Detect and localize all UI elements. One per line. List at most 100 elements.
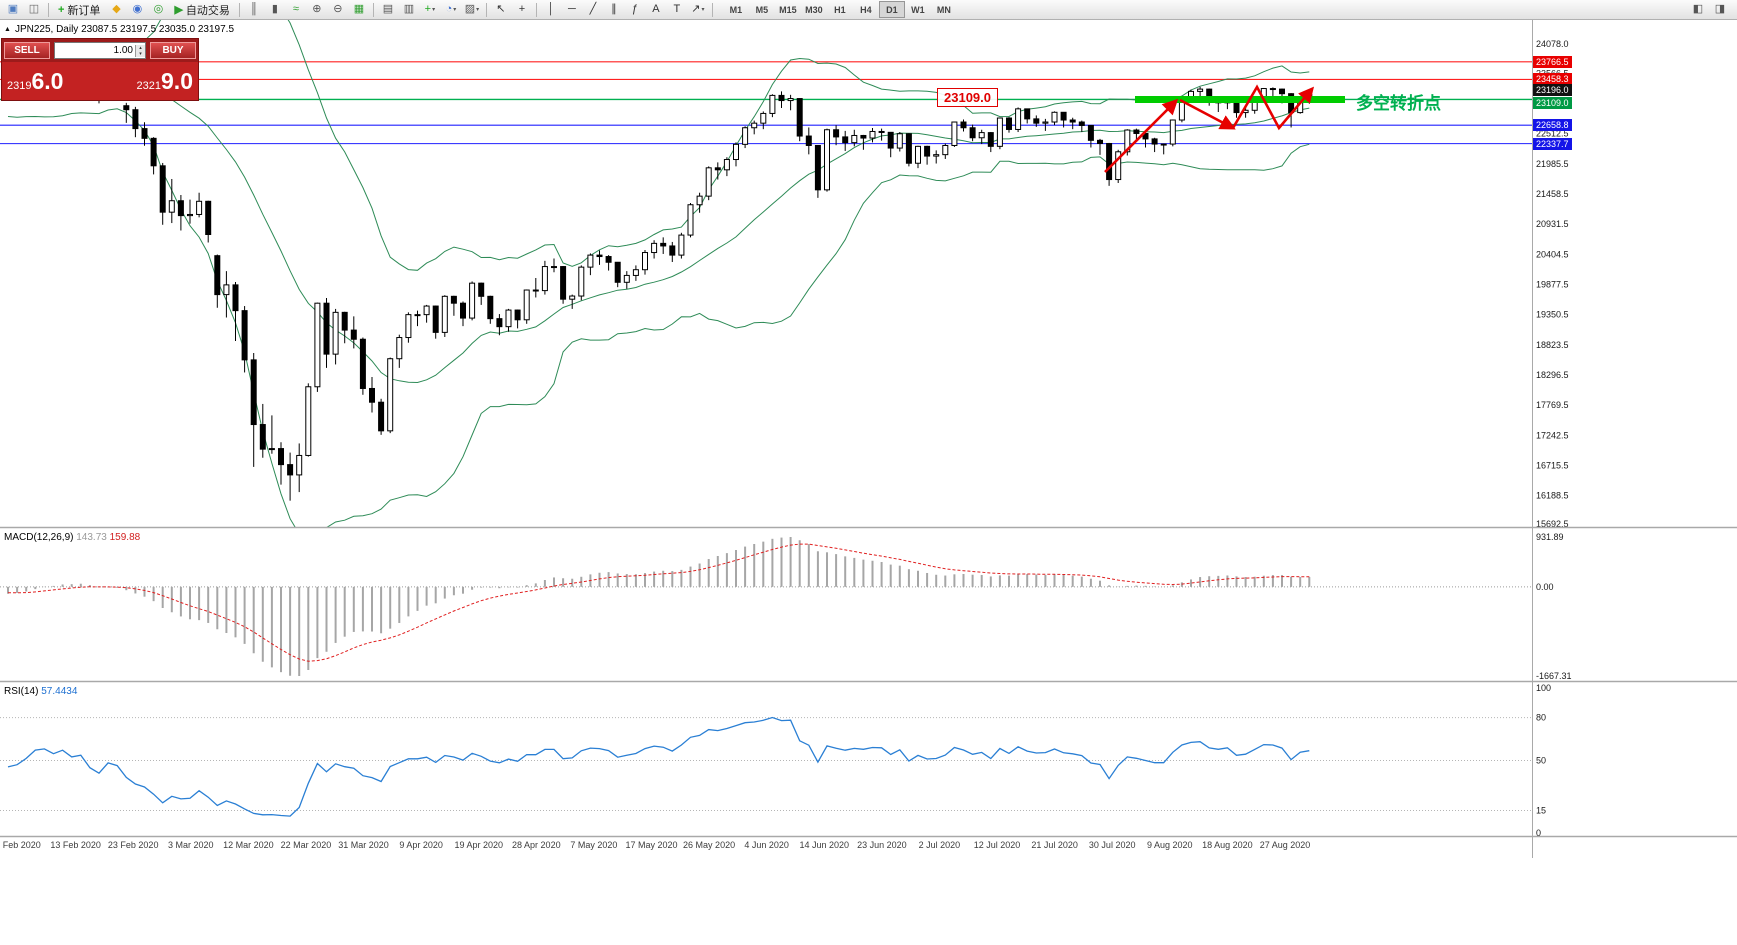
templates-icon[interactable]: ▨ ▾ — [464, 3, 480, 15]
buy-button[interactable]: BUY — [150, 42, 196, 59]
svg-text:-1667.31: -1667.31 — [1536, 671, 1572, 681]
timeframe-h1[interactable]: H1 — [834, 4, 846, 15]
trend-arrows[interactable] — [1104, 84, 1315, 173]
tile-windows-icon[interactable]: ▦ — [353, 3, 365, 15]
svg-text:18823.5: 18823.5 — [1536, 340, 1569, 350]
svg-text:50: 50 — [1536, 756, 1546, 766]
profiles-icon[interactable]: ◫ — [28, 3, 40, 15]
channel-icon[interactable]: ∥ — [611, 3, 617, 15]
vertical-line-icon[interactable]: │ — [547, 3, 555, 15]
help-icon[interactable]: ◎ — [153, 3, 164, 15]
date-axis-labels[interactable]: 5 Feb 2020 13 Feb 2020 23 Feb 2020 3 Mar 20… — [0, 840, 1310, 850]
svg-text:18296.5: 18296.5 — [1536, 370, 1569, 380]
zoom-in-icon[interactable]: ⊕ — [312, 3, 322, 15]
svg-text:31 Mar 2020: 31 Mar 2020 — [338, 840, 389, 850]
volume-up-icon[interactable]: ▴ — [136, 44, 145, 51]
svg-text:17242.5: 17242.5 — [1536, 430, 1569, 440]
auto-trading-button[interactable]: ▶ 自动交易 — [169, 2, 234, 18]
price-axis-labels[interactable]: 24078.023566.523039.522512.521985.521458… — [1536, 39, 1569, 529]
dropdown-caret-icon: ▾ — [453, 6, 457, 13]
new-order-button-label: 新订单 — [67, 4, 101, 17]
svg-text:9 Aug 2020: 9 Aug 2020 — [1147, 840, 1193, 850]
arrows-icon[interactable]: ↗ ▾ — [691, 3, 705, 15]
toolbar-separator — [485, 2, 487, 17]
annotation-price-label[interactable]: 23109.0 — [937, 88, 998, 108]
svg-text:16715.5: 16715.5 — [1536, 460, 1569, 470]
docking-icon[interactable]: ◧ — [1692, 3, 1704, 15]
timeframe-h4[interactable]: H4 — [860, 4, 872, 15]
svg-text:0: 0 — [1536, 828, 1541, 838]
label-icon[interactable]: T — [673, 3, 681, 15]
svg-text:21985.5: 21985.5 — [1536, 159, 1569, 169]
symbol-ohlc-text: JPN225, Daily 23087.5 23197.5 23035.0 23… — [14, 24, 234, 35]
timeframe-m1[interactable]: M1 — [729, 4, 743, 15]
trendline-icon[interactable]: ╱ — [589, 3, 597, 15]
horizontal-line-icon[interactable]: ─ — [568, 3, 576, 15]
auto-trading-button-icon: ▶ — [174, 4, 183, 16]
timeframe-m15[interactable]: M15 — [779, 4, 797, 15]
toolbar-separator — [711, 2, 713, 17]
pane-separators[interactable] — [0, 20, 1737, 858]
timeframe-m5[interactable]: M5 — [755, 4, 769, 15]
new-order-button[interactable]: + 新订单 — [53, 2, 105, 18]
svg-text:9 Apr 2020: 9 Apr 2020 — [399, 840, 443, 850]
svg-text:3 Mar 2020: 3 Mar 2020 — [168, 840, 214, 850]
timeframe-m30[interactable]: M30 — [805, 4, 823, 15]
svg-text:2 Jul 2020: 2 Jul 2020 — [919, 840, 961, 850]
svg-text:12 Mar 2020: 12 Mar 2020 — [223, 840, 274, 850]
crosshair-icon[interactable]: + — [518, 3, 526, 15]
fullscreen-icon[interactable]: ◨ — [1714, 3, 1726, 15]
svg-text:80: 80 — [1536, 713, 1546, 723]
chart-shift-icon[interactable]: ▥ — [403, 3, 415, 15]
volume-value[interactable]: 1.00 — [113, 45, 133, 56]
line-chart-icon[interactable]: ≈ — [292, 3, 299, 15]
svg-text:4 Jun 2020: 4 Jun 2020 — [744, 840, 789, 850]
volume-stepper[interactable]: 1.00 ▴ ▾ — [54, 42, 146, 59]
toolbar-separator — [372, 2, 374, 17]
candlestick-chart-icon[interactable]: ▮ — [271, 3, 278, 15]
dropdown-caret-icon: ▾ — [432, 6, 436, 13]
periods-icon[interactable]: ◔ ▾ — [445, 3, 457, 15]
svg-text:14 Jun 2020: 14 Jun 2020 — [799, 840, 849, 850]
dropdown-caret-icon: ▾ — [476, 6, 480, 13]
svg-text:18 Aug 2020: 18 Aug 2020 — [1202, 840, 1253, 850]
svg-text:23566.5: 23566.5 — [1536, 68, 1569, 78]
toolbar: ▣ ◫ + 新订单 ◆ ◉ ◎ ▶ 自动交易 ║ ▮ ≈ ⊕ ⊖ ▦ ▤ ▥ + ▾ ◔ ▾ ▨ ▾ ↖ + │ ─ ╱ ∥ ƒ A T ↗ ▾ M… — [0, 0, 1737, 20]
auto-arrange-icon[interactable]: ▤ — [382, 3, 394, 15]
svg-text:17 May 2020: 17 May 2020 — [625, 840, 677, 850]
svg-text:19 Apr 2020: 19 Apr 2020 — [454, 840, 503, 850]
price-badge: 22658.8 — [1533, 119, 1572, 132]
buy-price[interactable]: 2321 9.0 — [136, 67, 193, 94]
one-click-collapse-icon[interactable]: ▲ — [4, 26, 11, 33]
add-indicator-icon[interactable]: + ▾ — [424, 3, 436, 15]
one-click-trading-panel: SELL 1.00 ▴ ▾ BUY 2319 6.0 2321 9.0 — [1, 38, 199, 101]
rsi-indicator-label: RSI(14) 57.4434 — [4, 686, 78, 697]
community-icon[interactable]: ◉ — [132, 3, 143, 15]
cursor-icon[interactable]: ↖ — [496, 3, 506, 15]
price-badge: 23109.0 — [1533, 97, 1572, 110]
timeframe-w1[interactable]: W1 — [911, 4, 925, 15]
price-badge: 23458.3 — [1533, 73, 1572, 86]
new-chart-icon[interactable]: ▣ — [7, 3, 19, 15]
fibonacci-icon[interactable]: ƒ — [631, 3, 638, 15]
timeframe-d1[interactable]: D1 — [878, 1, 905, 18]
toolbar-separator — [48, 2, 49, 17]
metaquotes-icon[interactable]: ◆ — [112, 3, 121, 15]
bar-chart-icon[interactable]: ║ — [250, 3, 258, 15]
volume-spin-buttons[interactable]: ▴ ▾ — [135, 44, 145, 57]
text-icon[interactable]: A — [652, 3, 660, 15]
timeframe-mn[interactable]: MN — [936, 4, 951, 15]
svg-text:30 Jul 2020: 30 Jul 2020 — [1089, 840, 1136, 850]
sell-button[interactable]: SELL — [4, 42, 50, 59]
annotation-turning-point-text[interactable]: 多空转折点 — [1356, 94, 1441, 114]
svg-text:23 Feb 2020: 23 Feb 2020 — [108, 840, 159, 850]
svg-text:17769.5: 17769.5 — [1536, 400, 1569, 410]
volume-down-icon[interactable]: ▾ — [136, 50, 145, 57]
svg-text:19350.5: 19350.5 — [1536, 310, 1569, 320]
rsi-line — [7, 716, 1310, 817]
zoom-out-icon[interactable]: ⊖ — [333, 3, 343, 15]
svg-text:20404.5: 20404.5 — [1536, 249, 1569, 259]
sell-price[interactable]: 2319 6.0 — [7, 67, 64, 94]
price-badge: 23766.5 — [1533, 55, 1572, 68]
